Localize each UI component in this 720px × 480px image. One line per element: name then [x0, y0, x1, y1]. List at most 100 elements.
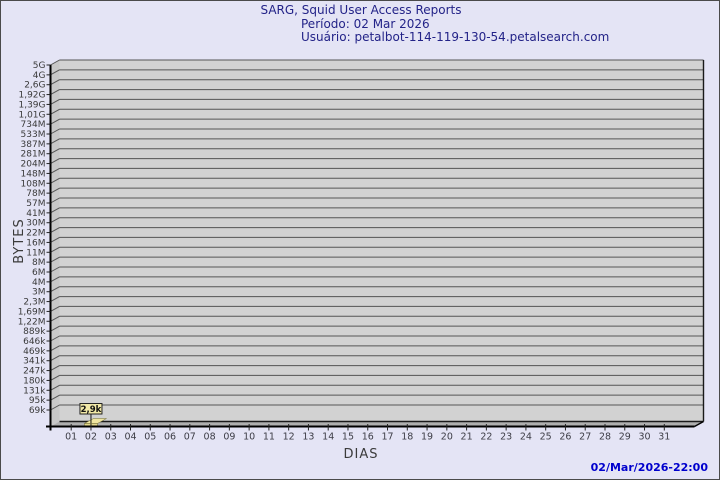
x-tick-label: 24: [520, 432, 532, 443]
x-tick-label: 30: [638, 432, 650, 443]
left-wall: [50, 60, 60, 427]
y-tick-label: 341k: [23, 357, 46, 367]
x-tick-label: 07: [184, 432, 196, 443]
y-tick-label: 30M: [26, 219, 45, 229]
report-title: SARG, Squid User Access Reports: [260, 3, 462, 17]
y-tick-label: 889k: [23, 327, 46, 337]
y-tick-label: 646k: [23, 337, 46, 347]
wall-gridline-connector: [50, 246, 60, 253]
x-tick-label: 16: [362, 432, 374, 443]
chart-floor: [50, 421, 704, 427]
x-tick-label: 09: [223, 432, 235, 443]
y-tick-label: 1,22M: [18, 317, 46, 327]
plot-back-plane: [59, 60, 704, 422]
wall-gridline-connector: [50, 315, 60, 322]
wall-gridline-connector: [50, 177, 60, 184]
y-tick-label: 204M: [21, 160, 46, 170]
x-tick-label: 08: [204, 432, 216, 443]
wall-gridline-connector: [50, 138, 60, 145]
y-tick-label: 1,69M: [18, 307, 46, 317]
y-tick-label: 4G: [33, 71, 46, 81]
y-tick-label: 5G: [33, 61, 46, 71]
wall-gridline-connector: [50, 384, 60, 391]
y-tick-label: 8M: [32, 258, 46, 268]
y-tick-label: 16M: [26, 238, 45, 248]
x-tick-label: 11: [263, 432, 275, 443]
x-tick-label: 26: [559, 432, 571, 443]
x-tick-label: 13: [302, 432, 314, 443]
y-tick-label: 734M: [21, 120, 46, 130]
y-tick-label: 108M: [21, 179, 46, 189]
y-tick-label: 6M: [32, 268, 46, 278]
y-tick-label: 22M: [26, 229, 45, 239]
wall-gridline-connector: [50, 187, 60, 194]
x-tick-label: 02: [85, 432, 97, 443]
wall-gridline-connector: [50, 167, 60, 174]
wall-gridline-connector: [50, 256, 60, 263]
x-tick-label: 05: [144, 432, 156, 443]
y-tick-label: 180k: [23, 376, 46, 386]
wall-gridline-connector: [50, 108, 60, 115]
x-tick-label: 22: [480, 432, 492, 443]
wall-gridline-connector: [50, 394, 60, 401]
x-tick-label: 10: [243, 432, 255, 443]
wall-gridline-connector: [50, 355, 60, 362]
wall-gridline-connector: [50, 69, 60, 76]
y-tick-label: 1,92G: [18, 91, 45, 101]
x-tick-label: 19: [421, 432, 433, 443]
x-tick-label: 20: [441, 432, 453, 443]
wall-gridline-connector: [50, 59, 60, 66]
wall-gridline-connector: [50, 217, 60, 224]
wall-gridline-connector: [50, 335, 60, 342]
y-tick-label: 1,01G: [18, 110, 45, 120]
wall-gridline-connector: [50, 118, 60, 125]
wall-gridline-connector: [50, 365, 60, 372]
wall-gridline-connector: [50, 207, 60, 214]
x-tick-label: 31: [658, 432, 670, 443]
y-tick-label: 387M: [21, 140, 46, 150]
y-tick-label: 131k: [23, 386, 46, 396]
y-tick-label: 469k: [23, 347, 46, 357]
x-tick-label: 03: [105, 432, 117, 443]
y-tick-label: 11M: [26, 248, 45, 258]
bar-value-annotation-box: [79, 403, 103, 415]
wall-gridline-connector: [50, 286, 60, 293]
report-user: Usuário: petalbot-114-119-130-54.petalse…: [301, 30, 610, 44]
wall-gridline-connector: [50, 89, 60, 96]
wall-gridline-connector: [50, 98, 60, 105]
y-tick-label: 1,39G: [18, 100, 45, 110]
report-period: Período: 02 Mar 2026: [301, 17, 430, 31]
wall-gridline-connector: [50, 305, 60, 312]
y-tick-label: 95k: [29, 396, 46, 406]
wall-gridline-connector: [50, 227, 60, 234]
x-tick-label: 14: [322, 432, 334, 443]
y-tick-label: 2,3M: [23, 298, 45, 308]
y-tick-label: 148M: [21, 169, 46, 179]
y-tick-label: 4M: [32, 278, 46, 288]
x-tick-label: 21: [461, 432, 473, 443]
y-tick-label: 2,6G: [24, 81, 45, 91]
x-tick-label: 29: [619, 432, 631, 443]
y-tick-label: 281M: [21, 150, 46, 160]
wall-gridline-connector: [50, 345, 60, 352]
wall-gridline-connector: [50, 374, 60, 381]
x-tick-label: 25: [540, 432, 552, 443]
bar-value-annotation: 2,9k: [81, 405, 102, 415]
y-tick-label: 533M: [21, 130, 46, 140]
x-tick-label: 01: [65, 432, 77, 443]
y-tick-label: 69k: [29, 406, 46, 416]
wall-gridline-connector: [50, 276, 60, 283]
wall-gridline-connector: [50, 197, 60, 204]
wall-gridline-connector: [50, 79, 60, 86]
x-tick-label: 17: [381, 432, 393, 443]
y-tick-label: 78M: [26, 189, 45, 199]
y-tick-label: 3M: [32, 288, 46, 298]
wall-gridline-connector: [50, 148, 60, 155]
x-tick-label: 04: [124, 432, 136, 443]
x-tick-label: 06: [164, 432, 176, 443]
y-tick-label: 57M: [26, 199, 45, 209]
wall-gridline-connector: [50, 128, 60, 135]
y-tick-label: 247k: [23, 367, 46, 377]
